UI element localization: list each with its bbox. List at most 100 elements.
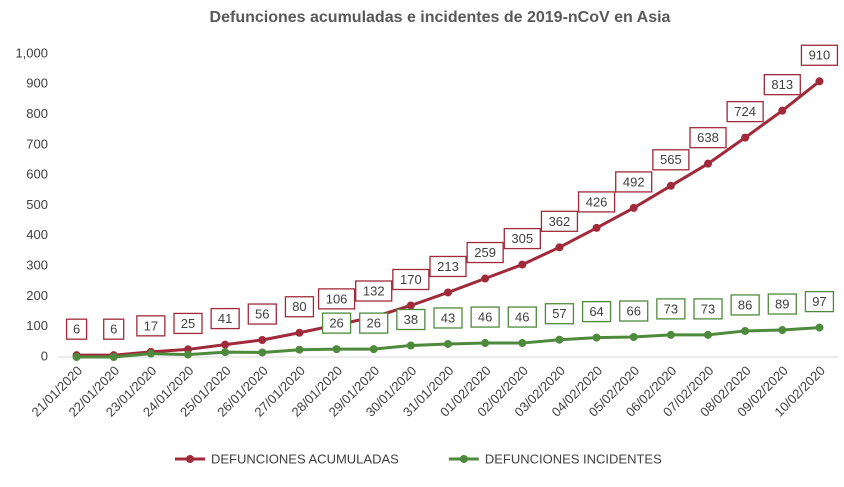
data-label-box [800, 44, 839, 66]
data-point [815, 77, 824, 86]
data-label: 86 [738, 297, 752, 312]
data-label-box [540, 210, 579, 232]
data-label-box [726, 100, 764, 123]
data-label-group: 213 [429, 255, 467, 278]
data-point [518, 260, 527, 269]
y-tick-label: 600 [26, 167, 48, 182]
data-label: 565 [660, 152, 682, 167]
data-label: 170 [400, 272, 422, 287]
data-point [704, 159, 712, 168]
data-label-box [544, 303, 575, 325]
data-label: 57 [552, 306, 566, 321]
data-label-box [763, 74, 801, 96]
data-label-box [577, 191, 616, 213]
y-tick-label: 400 [26, 227, 48, 242]
y-tick-label: 300 [26, 258, 48, 273]
data-label-box [507, 306, 537, 328]
data-label-box [247, 303, 277, 325]
y-tick-label: 700 [26, 136, 48, 151]
data-label-group: 89 [767, 293, 797, 315]
data-point [369, 345, 378, 354]
data-label-box [321, 312, 352, 334]
data-point [184, 350, 192, 359]
data-label-box [317, 288, 356, 310]
data-label: 25 [181, 316, 195, 331]
data-label: 106 [326, 291, 348, 306]
data-label: 56 [255, 306, 269, 321]
data-label-box [503, 227, 541, 250]
data-label: 46 [478, 309, 492, 324]
data-point [481, 274, 490, 283]
data-label: 259 [474, 245, 496, 260]
data-label-box [652, 149, 690, 171]
data-label-group: 638 [689, 127, 727, 149]
data-label-box [284, 296, 315, 318]
data-label-group: 26 [321, 312, 352, 334]
data-label: 80 [292, 299, 306, 314]
data-point [815, 323, 824, 332]
data-label-box [656, 298, 686, 320]
data-label-group: 73 [693, 298, 723, 320]
data-point [666, 330, 675, 339]
data-label-group: 132 [355, 280, 393, 302]
data-point [146, 349, 155, 358]
data-point [109, 353, 118, 361]
data-label-box [767, 293, 797, 315]
data-label-group: 910 [800, 44, 839, 66]
data-label-group: 26 [359, 312, 389, 334]
data-point [221, 340, 230, 349]
data-label-box [429, 255, 467, 278]
data-label-group: 73 [656, 298, 686, 320]
data-label-group: 565 [652, 149, 690, 171]
data-label: 910 [809, 48, 831, 63]
data-label: 492 [623, 174, 645, 189]
data-label-box [619, 300, 649, 322]
data-point [444, 288, 452, 297]
data-point [778, 326, 787, 335]
y-tick-label: 500 [26, 197, 48, 212]
y-tick-label: 100 [26, 318, 48, 333]
data-point [406, 341, 415, 350]
data-label-group: 80 [284, 296, 315, 318]
data-label: 64 [589, 304, 603, 319]
data-label: 41 [218, 311, 232, 326]
data-label: 89 [775, 296, 789, 311]
data-label-box [392, 268, 430, 291]
data-label-box [466, 241, 504, 264]
data-label-group: 724 [726, 100, 764, 123]
data-label-group: 56 [247, 303, 277, 325]
data-label-group: 259 [466, 241, 504, 264]
data-label-group: 106 [317, 288, 356, 310]
data-label-group: 97 [804, 290, 835, 313]
data-label: 813 [771, 77, 793, 92]
data-label-group: 57 [544, 303, 575, 325]
data-point [555, 243, 564, 252]
data-label: 46 [515, 309, 529, 324]
data-label-group: 38 [396, 308, 426, 331]
data-label-box [173, 312, 203, 335]
data-label-group: 6 [65, 318, 88, 340]
data-label-group: 66 [619, 300, 649, 322]
data-point [629, 203, 638, 212]
data-label-box [470, 306, 500, 328]
data-point [481, 339, 490, 348]
data-point [258, 348, 267, 357]
data-point [741, 133, 750, 142]
data-label: 132 [363, 283, 385, 298]
data-label: 73 [664, 301, 678, 316]
data-point [406, 301, 415, 310]
data-label: 6 [73, 322, 80, 337]
data-label-box [693, 298, 723, 320]
data-label-group: 6 [103, 318, 125, 340]
data-point [555, 335, 564, 344]
data-label: 26 [329, 316, 343, 331]
data-point [778, 106, 787, 115]
data-point [629, 333, 638, 342]
data-label-group: 426 [577, 191, 616, 213]
data-label: 305 [511, 231, 533, 246]
y-tick-label: 200 [26, 288, 48, 303]
data-label-box [730, 294, 760, 316]
data-label: 213 [437, 259, 459, 274]
y-tick-label: 1,000 [15, 45, 48, 60]
chart-title: Defunciones acumuladas e incidentes de 2… [210, 9, 671, 26]
